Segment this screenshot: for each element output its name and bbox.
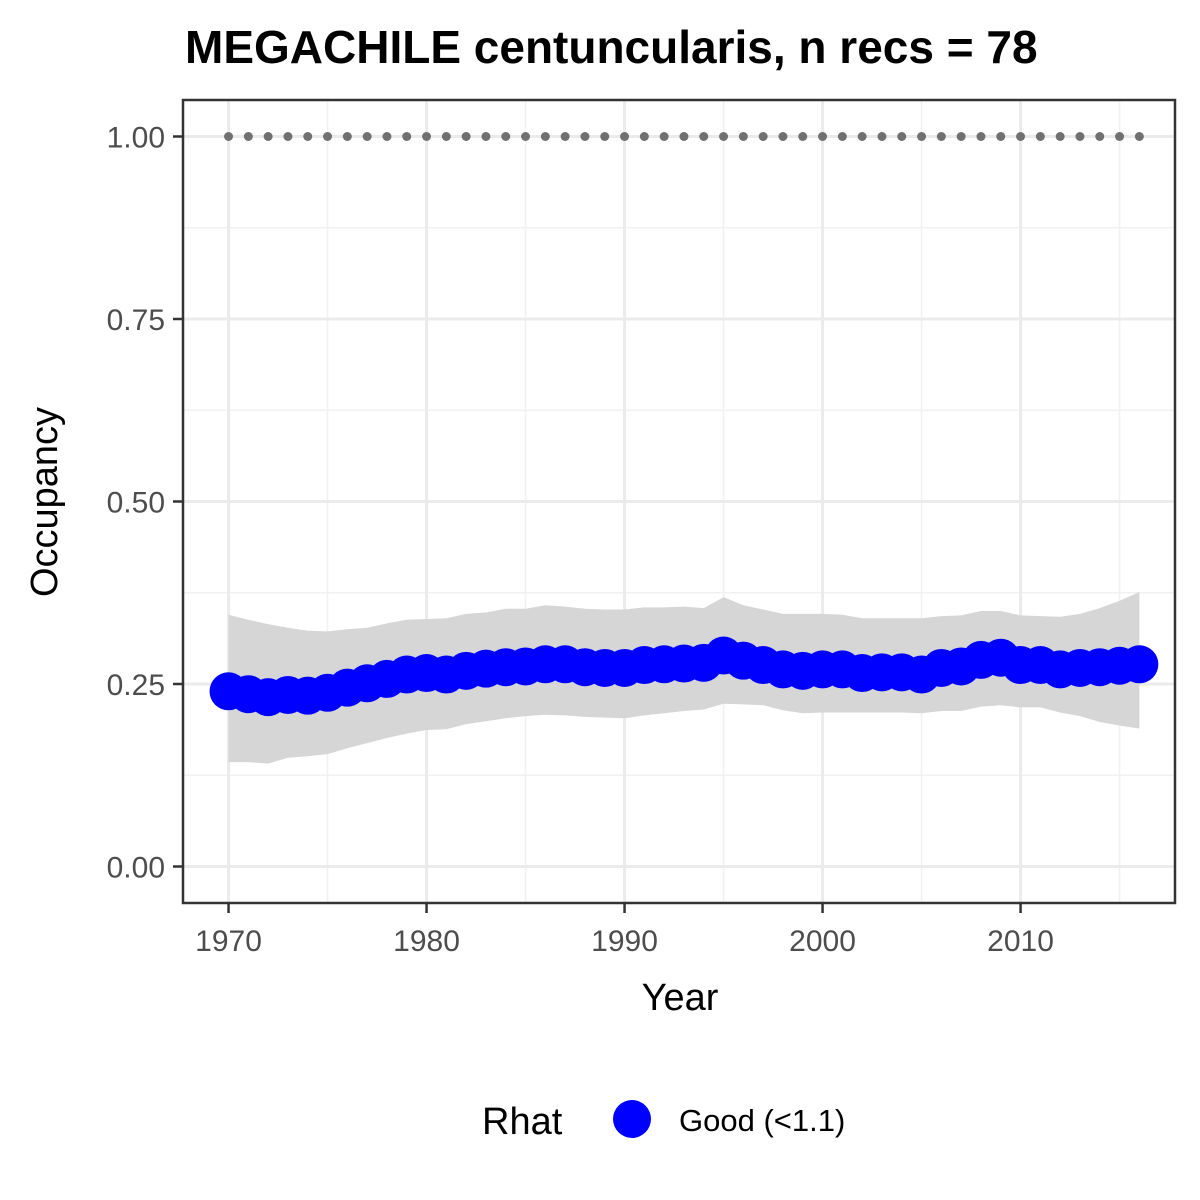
reference-dot <box>303 132 313 141</box>
reference-dot <box>560 132 570 141</box>
reference-dot <box>1035 132 1045 141</box>
reference-dot <box>897 132 907 141</box>
reference-dot <box>936 132 946 141</box>
reference-dot <box>362 132 372 141</box>
reference-dot <box>857 132 867 141</box>
reference-dot <box>461 132 471 141</box>
reference-dot <box>501 132 511 141</box>
x-tick-label: 1970 <box>195 925 262 958</box>
x-tick-label: 2000 <box>789 925 856 958</box>
legend: Rhat Good (<1.1) <box>482 1100 845 1143</box>
reference-dot <box>342 132 352 141</box>
y-axis-title: Occupancy <box>24 407 66 597</box>
reference-dot <box>600 132 610 141</box>
reference-dot <box>1016 132 1026 141</box>
reference-dot <box>540 132 550 141</box>
reference-dot <box>1115 132 1125 141</box>
legend-label-good: Good (<1.1) <box>679 1103 845 1138</box>
reference-dot <box>422 132 432 141</box>
reference-dot <box>580 132 590 141</box>
reference-dot <box>976 132 986 141</box>
x-axis-title: Year <box>642 977 719 1019</box>
reference-dot <box>402 132 412 141</box>
reference-dot <box>263 132 273 141</box>
reference-dot <box>738 132 748 141</box>
reference-dot <box>441 132 451 141</box>
reference-dot <box>323 132 333 141</box>
chart-title: MEGACHILE centuncularis, n recs = 78 <box>185 21 1038 73</box>
y-tick-label: 1.00 <box>107 122 165 155</box>
reference-dot <box>243 132 253 141</box>
plot-area: 0.00 0.25 0.50 0.75 1.00 1970 1980 1990 2000 2010 <box>107 98 1177 958</box>
reference-dot <box>837 132 847 141</box>
reference-dot <box>1075 132 1085 141</box>
data-point <box>1120 645 1159 684</box>
reference-dot <box>877 132 887 141</box>
reference-dot <box>778 132 788 141</box>
reference-dot <box>659 132 669 141</box>
reference-dot <box>956 132 966 141</box>
reference-dot <box>1134 132 1144 141</box>
reference-dot <box>224 132 234 141</box>
reference-dot <box>719 132 729 141</box>
reference-dot <box>382 132 392 141</box>
reference-dot <box>798 132 808 141</box>
reference-dot <box>917 132 927 141</box>
reference-dot <box>1095 132 1105 141</box>
reference-dot <box>481 132 491 141</box>
reference-dot <box>679 132 689 141</box>
reference-dot <box>758 132 768 141</box>
reference-dot <box>818 132 828 141</box>
y-tick-label: 0.00 <box>107 852 165 885</box>
y-tick-label: 0.25 <box>107 669 165 702</box>
y-tick-label: 0.75 <box>107 304 165 337</box>
x-tick-label: 2010 <box>987 925 1054 958</box>
legend-key-good <box>613 1100 651 1138</box>
x-tick-label: 1980 <box>393 925 460 958</box>
y-tick-label: 0.50 <box>107 487 165 520</box>
reference-dot <box>283 132 293 141</box>
reference-dot <box>639 132 649 141</box>
reference-dot <box>699 132 709 141</box>
reference-dot <box>620 132 630 141</box>
reference-dot <box>996 132 1006 141</box>
legend-title: Rhat <box>482 1101 563 1143</box>
reference-dot <box>1055 132 1065 141</box>
x-tick-label: 1990 <box>591 925 658 958</box>
reference-dot <box>521 132 531 141</box>
